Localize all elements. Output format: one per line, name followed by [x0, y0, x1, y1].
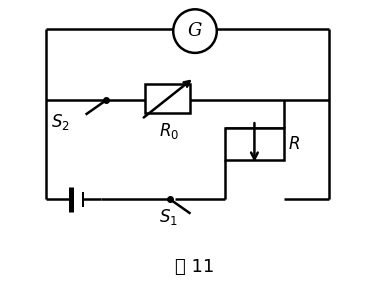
Text: 图 11: 图 11 [176, 258, 215, 276]
Bar [145, 84, 190, 113]
Text: $S_2$: $S_2$ [51, 112, 70, 132]
Text: G: G [188, 22, 202, 40]
Text: R: R [288, 135, 300, 153]
Text: $R_0$: $R_0$ [159, 121, 179, 141]
Bar [225, 128, 284, 160]
Text: $S_1$: $S_1$ [159, 207, 178, 227]
